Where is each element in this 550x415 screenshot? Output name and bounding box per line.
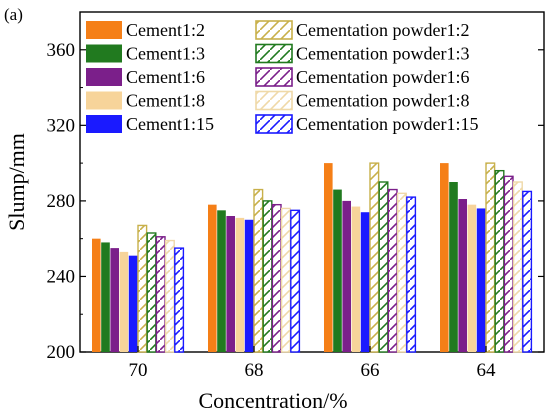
bar-cementation-powder1-2-70	[137, 224, 148, 353]
bar-cementation-powder1-8-70	[164, 239, 175, 353]
bar-cement1-15-66	[360, 212, 370, 352]
bar-cement1-3-64	[449, 182, 458, 352]
bar-cement1-2-66	[324, 163, 333, 352]
bar-cement1-15-70	[128, 255, 138, 352]
bars-layer	[92, 162, 533, 353]
legend-label-cementation-powder1-8: Cementation powder1:8	[296, 91, 469, 111]
bar-cementation-powder1-3-68	[262, 200, 273, 353]
x-tick-label-66: 66	[361, 360, 380, 381]
legend-swatch-cementation-powder1-6	[255, 67, 293, 87]
legend-label-cement1-2: Cement1:2	[126, 20, 205, 40]
bar-cement1-15-64	[476, 208, 486, 352]
bar-cementation-powder1-15-66	[406, 196, 417, 353]
bar-cement1-6-66	[342, 200, 351, 352]
legend-label-cement1-15: Cement1:15	[126, 114, 214, 134]
legend-label-cementation-powder1-3: Cementation powder1:3	[296, 44, 469, 64]
bar-cement1-8-66	[351, 206, 361, 352]
bar-cement1-3-70	[101, 242, 110, 352]
legend-swatch-cementation-powder1-3	[255, 43, 293, 64]
y-axis: 200 240 280 320 360	[47, 40, 544, 363]
bar-cementation-powder1-15-64	[522, 190, 533, 353]
x-tick-label-64: 64	[477, 360, 497, 381]
bar-cement1-3-68	[217, 210, 226, 352]
bar-cementation-powder1-6-66	[387, 188, 398, 353]
bar-cement1-2-70	[92, 238, 101, 352]
bar-cementation-powder1-2-64	[485, 162, 496, 353]
bar-cementation-powder1-3-64	[494, 169, 505, 353]
y-tick-label-280: 280	[47, 191, 76, 212]
legend-label-cementation-powder1-2: Cementation powder1:2	[296, 20, 469, 40]
bar-cementation-powder1-3-66	[378, 181, 389, 353]
y-tick-label-360: 360	[47, 40, 76, 61]
bar-cementation-powder1-15-68	[290, 209, 301, 353]
legend-swatch-cement1-15	[86, 115, 122, 133]
legend-label-cement1-3: Cement1:3	[126, 44, 205, 64]
bar-cementation-powder1-6-70	[155, 236, 166, 353]
bar-cement1-2-68	[208, 204, 217, 352]
bar-cementation-powder1-6-64	[503, 175, 514, 353]
legend-swatch-cement1-2	[86, 21, 122, 39]
legend-label-cement1-8: Cement1:8	[126, 91, 205, 111]
bar-cementation-powder1-15-70	[174, 247, 185, 353]
bar-cementation-powder1-6-68	[271, 203, 282, 353]
legend-label-cementation-powder1-6: Cementation powder1:6	[296, 67, 469, 87]
bar-cementation-powder1-2-68	[253, 188, 264, 353]
x-tick-label-70: 70	[129, 360, 148, 381]
legend-label-cementation-powder1-15: Cementation powder1:15	[296, 114, 478, 134]
bar-cement1-15-68	[244, 219, 254, 352]
legend: Cement1:2 Cement1:3 Cement1:6 Cement1:8 Ceme…	[86, 20, 478, 134]
bar-cement1-6-64	[458, 199, 467, 352]
bar-cementation-powder1-8-68	[280, 207, 291, 353]
bar-cement1-8-68	[235, 217, 245, 352]
legend-label-cement1-6: Cement1:6	[126, 67, 205, 87]
bar-cementation-powder1-8-64	[512, 181, 523, 353]
legend-swatch-cementation-powder1-8	[255, 90, 293, 111]
bar-cement1-6-70	[110, 248, 119, 352]
bar-cementation-powder1-3-70	[146, 232, 157, 353]
bar-cementation-powder1-2-66	[369, 162, 380, 353]
bar-cement1-3-66	[333, 189, 342, 352]
legend-swatch-cement1-6	[86, 68, 122, 86]
y-tick-label-320: 320	[47, 115, 76, 136]
x-tick-label-68: 68	[245, 360, 264, 381]
y-axis-title: Slump/mm	[4, 133, 29, 231]
bar-cement1-6-68	[226, 216, 235, 352]
legend-swatch-cementation-powder1-15	[255, 114, 293, 134]
legend-swatch-cement1-8	[86, 91, 122, 110]
bar-cement1-2-64	[440, 163, 449, 352]
panel-label: (a)	[4, 5, 23, 24]
y-tick-label-240: 240	[47, 266, 76, 287]
bar-cementation-powder1-8-66	[396, 192, 407, 353]
x-axis-title: Concentration/%	[198, 388, 347, 413]
legend-swatch-cementation-powder1-2	[255, 20, 293, 40]
y-tick-label-200: 200	[47, 342, 76, 363]
bar-cement1-8-70	[119, 251, 129, 352]
legend-swatch-cement1-3	[86, 44, 122, 63]
bar-cement1-8-64	[467, 204, 477, 352]
x-axis: 70 68 66 64	[129, 346, 497, 381]
plot-frame	[79, 11, 545, 353]
